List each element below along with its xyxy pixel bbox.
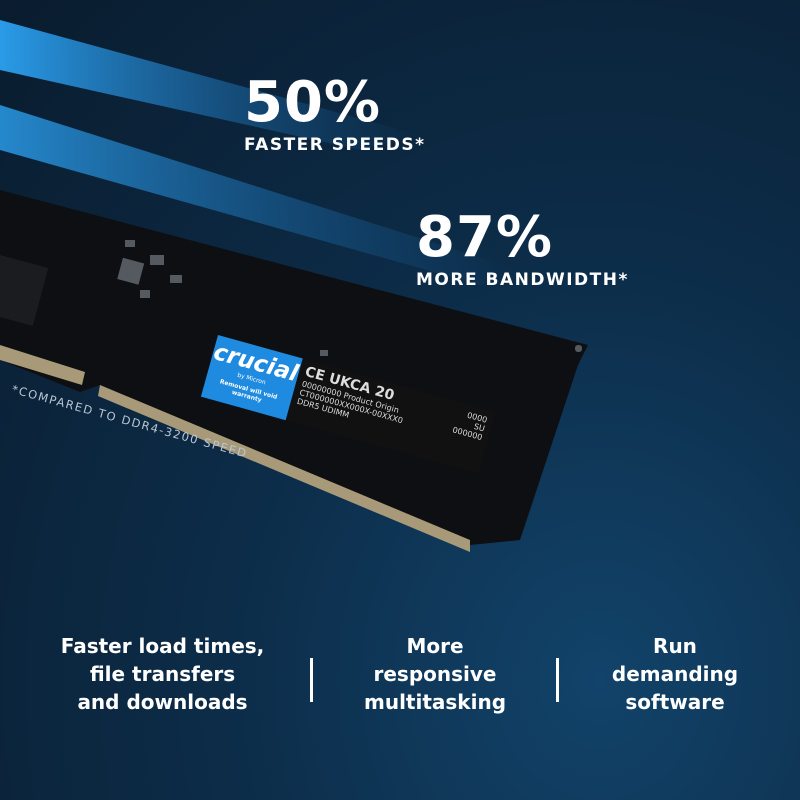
stat-speed: 50% FASTER SPEEDS* xyxy=(244,75,425,154)
light-streak xyxy=(0,20,420,150)
stat-label: MORE BANDWIDTH* xyxy=(416,270,629,290)
feature-software: Run demanding software xyxy=(585,632,765,716)
feature-line: and downloads xyxy=(77,690,248,714)
feature-line: software xyxy=(625,690,725,714)
divider xyxy=(556,658,559,702)
feature-line: Faster load times, xyxy=(60,634,265,658)
divider xyxy=(310,658,313,702)
stat-label: FASTER SPEEDS* xyxy=(244,135,426,155)
feature-multitasking: More responsive multitasking xyxy=(340,632,530,716)
stat-value: 50% xyxy=(244,70,382,135)
feature-line: demanding xyxy=(611,662,739,686)
smd-components xyxy=(117,240,582,356)
gold-pins xyxy=(0,345,85,385)
memory-chip xyxy=(0,255,49,326)
light-streak xyxy=(0,105,520,285)
stat-value: 87% xyxy=(416,205,554,270)
feature-line: More xyxy=(406,634,464,658)
feature-load-times: Faster load times, file transfers and do… xyxy=(40,632,285,716)
gold-pins xyxy=(98,385,470,552)
feature-line: file transfers xyxy=(89,662,236,686)
stat-bandwidth: 87% MORE BANDWIDTH* xyxy=(416,210,629,289)
feature-line: responsive xyxy=(373,662,497,686)
feature-line: multitasking xyxy=(363,690,507,714)
feature-line: Run xyxy=(653,634,697,658)
